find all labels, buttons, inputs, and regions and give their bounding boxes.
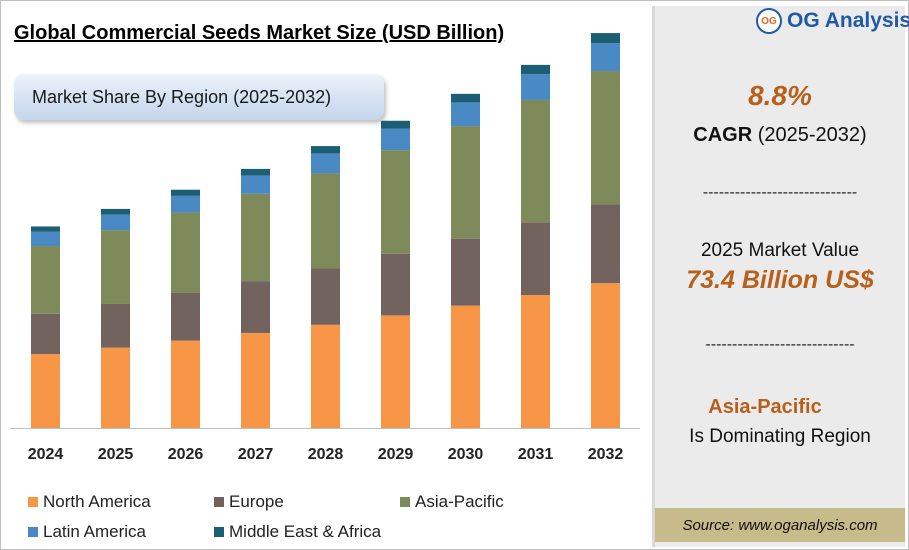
bar-2031-north-america — [521, 294, 550, 428]
bar-2028-north-america — [311, 324, 340, 428]
bar-2027-middle-east-africa — [241, 168, 270, 176]
summary-panel — [655, 6, 905, 547]
x-tick-label-2032: 2032 — [588, 446, 624, 463]
source-bar: Source: www.oganalysis.com — [655, 508, 905, 542]
panel-shadow — [652, 6, 656, 547]
dominating-region-label: Is Dominating Region — [689, 426, 871, 447]
legend-label-latin-america: Latin America — [43, 522, 146, 541]
bar-2027-asia-pacific — [241, 193, 270, 282]
dominating-region: Asia-Pacific — [708, 396, 822, 418]
bar-2026-asia-pacific — [171, 212, 200, 293]
bar-2025-north-america — [101, 347, 130, 428]
legend-label-europe: Europe — [229, 492, 284, 511]
bar-2032-latin-america — [591, 43, 620, 71]
legend-latin-america: Latin America — [28, 522, 146, 542]
bar-2030-middle-east-africa — [451, 93, 480, 103]
x-tick-label-2025: 2025 — [98, 446, 134, 463]
chart-subtitle: Market Share By Region (2025-2032) — [14, 74, 384, 120]
bar-2032-europe — [591, 204, 620, 284]
logo-mark-icon: OG — [756, 8, 782, 34]
market-value: 73.4 Billion US$ — [686, 266, 874, 294]
bar-2029-north-america — [381, 315, 410, 428]
legend-asia-pacific: Asia-Pacific — [400, 492, 504, 512]
x-tick-label-2029: 2029 — [378, 446, 414, 463]
bar-2029-europe — [381, 253, 410, 316]
bar-2028-latin-america — [311, 153, 340, 174]
bar-2026-north-america — [171, 340, 200, 428]
legend-middle-east-africa: Middle East & Africa — [214, 522, 381, 542]
bar-2030-north-america — [451, 305, 480, 428]
legend-swatch-north-america — [28, 497, 38, 507]
chart-title: Global Commercial Seeds Market Size (USD… — [14, 22, 505, 44]
bar-2030-europe — [451, 238, 480, 306]
bar-2025-europe — [101, 303, 130, 348]
subtitle-text: Market Share By Region (2025-2032) — [32, 86, 332, 107]
bar-2025-asia-pacific — [101, 230, 130, 304]
legend-swatch-europe — [214, 497, 224, 507]
bar-2028-asia-pacific — [311, 173, 340, 269]
legend-swatch-asia-pacific — [400, 497, 410, 507]
legend-north-america: North America — [28, 492, 151, 512]
x-tick-label-2026: 2026 — [168, 446, 204, 463]
x-tick-label-2031: 2031 — [518, 446, 554, 463]
x-tick-label-2028: 2028 — [308, 446, 344, 463]
bar-2024-north-america — [31, 354, 60, 428]
source-text: Source: www.oganalysis.com — [682, 516, 878, 534]
bar-2026-latin-america — [171, 195, 200, 213]
bar-2030-asia-pacific — [451, 126, 480, 239]
bar-2024-latin-america — [31, 231, 60, 247]
legend-europe: Europe — [214, 492, 284, 512]
x-tick-label-2027: 2027 — [238, 446, 274, 463]
x-tick-label-2024: 2024 — [28, 446, 64, 463]
legend-swatch-middle-east-africa — [214, 527, 224, 537]
bar-2031-asia-pacific — [521, 99, 550, 223]
bar-2032-north-america — [591, 283, 620, 428]
legend-label-north-america: North America — [43, 492, 151, 511]
bar-2024-asia-pacific — [31, 246, 60, 314]
bar-2026-middle-east-africa — [171, 189, 200, 196]
bar-2031-latin-america — [521, 74, 550, 100]
legend-label-asia-pacific: Asia-Pacific — [415, 492, 504, 511]
bar-chart: 2024 2025 2026 2027 2028 2029 2030 2031 2032 — [10, 33, 640, 463]
bar-2029-middle-east-africa — [381, 120, 410, 129]
logo-text: OG Analysis — [787, 9, 909, 32]
og-analysis-logo: OG OG Analysis — [756, 8, 909, 34]
legend-swatch-latin-america — [28, 527, 38, 537]
bar-2028-europe — [311, 268, 340, 325]
panel-divider-2: ---------------------------- — [705, 336, 855, 353]
bar-2029-asia-pacific — [381, 150, 410, 254]
x-tick-label-2030: 2030 — [448, 446, 484, 463]
cagr-value: 8.8% — [748, 80, 812, 111]
bar-2028-middle-east-africa — [311, 146, 340, 154]
bar-2027-europe — [241, 281, 270, 333]
bar-2025-middle-east-africa — [101, 208, 130, 215]
bar-2026-europe — [171, 292, 200, 341]
panel-divider-1: ----------------------------- — [702, 184, 858, 201]
bar-2025-latin-america — [101, 214, 130, 231]
bar-2027-latin-america — [241, 175, 270, 194]
bar-2031-middle-east-africa — [521, 64, 550, 75]
cagr-label-period: (2025-2032) — [752, 124, 867, 146]
bar-2031-europe — [521, 222, 550, 295]
bar-2027-north-america — [241, 332, 270, 428]
cagr-label: CAGR (2025-2032) — [655, 124, 905, 147]
bar-2032-middle-east-africa — [591, 33, 620, 44]
legend-label-middle-east-africa: Middle East & Africa — [229, 522, 382, 541]
market-value-label: 2025 Market Value — [700, 240, 860, 261]
bar-2032-asia-pacific — [591, 71, 620, 205]
bar-2030-latin-america — [451, 102, 480, 127]
bar-2024-europe — [31, 313, 60, 355]
bar-2029-latin-america — [381, 128, 410, 151]
cagr-label-bold: CAGR — [693, 124, 753, 146]
bar-2024-middle-east-africa — [31, 226, 60, 232]
